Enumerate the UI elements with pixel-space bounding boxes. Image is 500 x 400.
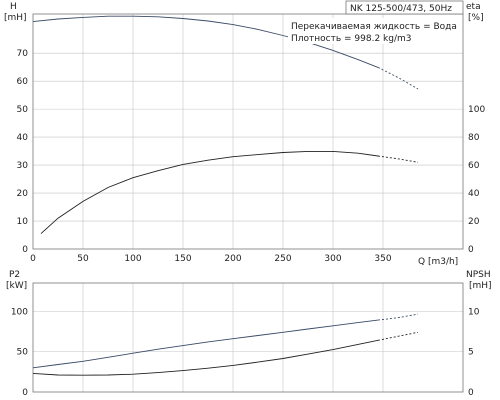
x-tick-label: 100 bbox=[124, 254, 141, 264]
fluid-info: Перекачиваемая жидкость = Вода bbox=[291, 22, 457, 32]
x-tick-label: 150 bbox=[174, 254, 191, 264]
y-tick-label: 0 bbox=[22, 245, 28, 255]
series-line-solid bbox=[32, 15, 379, 68]
x-tick-label: 350 bbox=[374, 254, 391, 264]
y-tick-label: 50 bbox=[17, 105, 29, 115]
y-tick-label: 40 bbox=[17, 133, 29, 143]
y-axis-label-line-1: H bbox=[10, 2, 17, 12]
y-tick-label: 20 bbox=[17, 189, 29, 199]
x-tick-label: 50 bbox=[77, 254, 89, 264]
density-info: Плотность = 998.2 kg/m3 bbox=[291, 34, 412, 44]
series-line-dashed bbox=[377, 155, 419, 163]
y2-tick-label: 40 bbox=[468, 189, 480, 199]
y2-tick-label: 0 bbox=[468, 388, 474, 398]
y2-tick-label: 80 bbox=[468, 133, 480, 143]
npsh-axis-label-line-2: [mH] bbox=[469, 281, 492, 291]
series-line-solid bbox=[32, 339, 379, 376]
bottom-left-axis-label: P2 [kW] bbox=[6, 270, 27, 291]
y-tick-label: 50 bbox=[17, 348, 29, 358]
x-tick-label: 200 bbox=[224, 254, 241, 264]
y2-tick-label: 10 bbox=[468, 307, 480, 317]
y2-tick-label: 5 bbox=[468, 348, 474, 358]
series-line-dashed bbox=[377, 313, 419, 321]
y2-tick-label: 20 bbox=[468, 217, 480, 227]
bottom-right-axis-label: NPSH [mH] bbox=[466, 270, 494, 291]
grid-lines bbox=[33, 14, 463, 392]
top-right-axis-label: eta [%] bbox=[466, 2, 484, 23]
y-axis-label-line-2: [mH] bbox=[4, 13, 27, 23]
y2-axis-label-line-2: [%] bbox=[468, 13, 484, 23]
series-line-dashed bbox=[377, 66, 419, 90]
x-axis-label: Q [m3/h] bbox=[418, 257, 458, 267]
plot-frames bbox=[32, 13, 464, 393]
y2-tick-label: 60 bbox=[468, 161, 480, 171]
x-tick-label: 0 bbox=[30, 254, 36, 264]
chart-title: NK 125-500/473, 50Hz bbox=[350, 4, 452, 14]
x-tick-label: 250 bbox=[274, 254, 291, 264]
curves bbox=[32, 15, 419, 376]
p2-axis-label-line-2: [kW] bbox=[6, 281, 27, 291]
series-line-solid bbox=[32, 319, 379, 369]
info-box-background bbox=[288, 18, 438, 44]
title-box bbox=[345, 0, 464, 15]
series-line-dashed bbox=[377, 331, 419, 341]
plot-frame bbox=[32, 282, 464, 393]
y2-tick-label: 100 bbox=[468, 105, 485, 115]
plot-frame bbox=[32, 13, 464, 250]
y-tick-label: 0 bbox=[22, 388, 28, 398]
npsh-axis-label-line-1: NPSH bbox=[466, 270, 491, 280]
y-tick-label: 30 bbox=[17, 161, 29, 171]
y-tick-label: 100 bbox=[11, 307, 28, 317]
y2-tick-label: 0 bbox=[468, 245, 474, 255]
series-line-solid bbox=[40, 150, 379, 234]
p2-axis-label-line-1: P2 bbox=[9, 270, 20, 280]
x-tick-label: 300 bbox=[324, 254, 341, 264]
y2-axis-label-line-1: eta bbox=[466, 2, 481, 12]
y-tick-label: 60 bbox=[17, 77, 29, 87]
y-tick-label: 70 bbox=[17, 49, 29, 59]
y-tick-label: 10 bbox=[17, 217, 29, 227]
top-left-axis-label: H [mH] bbox=[4, 2, 27, 23]
